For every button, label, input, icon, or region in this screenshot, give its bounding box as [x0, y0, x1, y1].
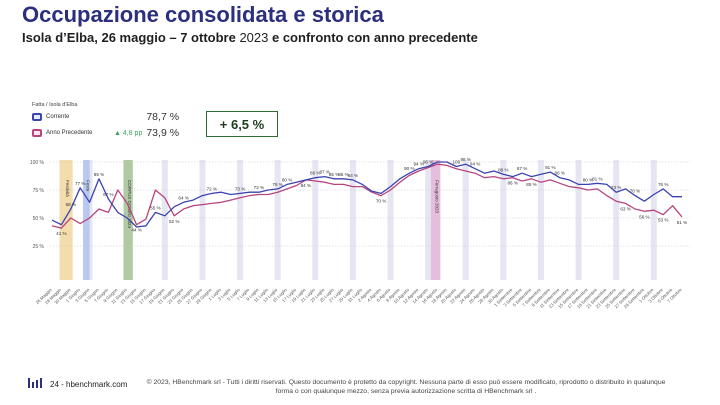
weekend-band — [274, 160, 281, 280]
data-label: 51 % — [677, 220, 687, 225]
data-label: 73 % — [254, 185, 264, 190]
legend-previous-label: Anno Precedente — [46, 130, 93, 136]
legend-current: Corrente ▲ 4,8 pp 78,7 % — [32, 110, 179, 124]
legend-previous: Anno Precedente ▲ 4,8 pp 73,9 % — [32, 126, 179, 140]
data-label: 86 % — [555, 171, 565, 176]
weekend-band — [312, 160, 319, 280]
data-label: 76 % — [272, 182, 282, 187]
data-label: 77 % — [75, 181, 85, 186]
page-subtitle: Isola d’Elba, 26 maggio – 7 ottobre 2023… — [22, 30, 478, 45]
data-label: 70 % — [376, 199, 386, 204]
data-label: 85 % — [329, 172, 339, 177]
legend-current-label: Corrente — [46, 114, 70, 120]
data-label: 100 — [452, 159, 460, 164]
y-tick-label: 75 % — [33, 188, 45, 194]
holiday-band — [59, 160, 73, 280]
page-title: Occupazione consolidata e storica — [22, 2, 384, 27]
holiday-band-label: Festività — [65, 180, 70, 197]
data-label: 96 % — [423, 159, 433, 164]
y-tick-label: 25 % — [33, 244, 45, 250]
holiday-band-label: CORPUS DOMINI 2024 — [127, 180, 132, 229]
data-label: 64 % — [178, 195, 188, 200]
weekend-band — [575, 160, 582, 280]
legend-previous-value: 73,9 % — [146, 127, 180, 139]
weekend-band — [650, 160, 657, 280]
y-tick-label: 50 % — [33, 216, 45, 222]
weekend-band — [199, 160, 206, 280]
weekend-band — [613, 160, 620, 280]
data-label: 87 % — [319, 170, 329, 175]
legend-previous-swatch — [32, 129, 42, 137]
data-label: 85 % — [526, 182, 536, 187]
legend-current-value: 78,7 % — [146, 111, 180, 123]
holiday-band — [123, 160, 133, 280]
data-label: 94 % — [470, 162, 480, 167]
data-label: 73 % — [235, 186, 245, 191]
data-label: 76 % — [658, 182, 668, 187]
weekend-band — [425, 160, 432, 280]
data-label: 44 % — [131, 228, 141, 233]
data-label: 80 % — [282, 177, 292, 182]
data-label: 86 % — [310, 171, 320, 176]
filter-label: Fatta / Isola d'Elba — [32, 102, 78, 108]
data-label: 80 % — [583, 177, 593, 182]
weekend-band — [161, 160, 168, 280]
data-label: 85 % — [94, 172, 104, 177]
data-label: 89 % — [498, 167, 508, 172]
hbenchmark-logo-icon — [28, 378, 42, 388]
data-label: 70 % — [630, 189, 640, 194]
data-label: 53 % — [658, 218, 668, 223]
holiday-band-label: Ferragosto 2023 — [435, 180, 440, 214]
holiday-band — [430, 160, 441, 280]
data-label: 73 % — [611, 185, 621, 190]
legend-current-swatch — [32, 113, 42, 121]
occupancy-line-chart: Festività Festa CORPUS DOMINI 2024 Ferragos… — [30, 157, 690, 309]
series-line-previous — [51, 163, 683, 229]
subtitle-year: 2023 — [239, 30, 269, 45]
holiday-band-label: Festa — [85, 180, 90, 192]
weekend-band — [237, 160, 244, 280]
data-label: 63 % — [620, 206, 630, 211]
subtitle-location: Isola d’Elba, 26 maggio – 7 ottobre — [22, 30, 240, 45]
weekend-band — [349, 160, 356, 280]
footer-copyright: © 2023, HBenchmark srl - Tutti i diritti… — [146, 379, 666, 395]
data-label: 56 % — [639, 214, 649, 219]
weekend-band — [462, 160, 469, 280]
weekend-band — [537, 160, 544, 280]
data-label: 84 % — [301, 183, 311, 188]
data-label: 58 % — [66, 202, 76, 207]
subtitle-comparison: e confronto con anno precedente — [268, 30, 478, 45]
data-label: 86 % — [508, 181, 518, 186]
legend-delta: ▲ 4,8 pp — [114, 129, 143, 137]
data-label: 55 % — [150, 205, 160, 210]
weekend-band — [500, 160, 507, 280]
data-label: 91 % — [545, 165, 555, 170]
data-label: 85 % — [338, 172, 348, 177]
y-tick-label: 100 % — [30, 160, 45, 166]
data-label: 87 % — [517, 166, 527, 171]
data-label: 52 % — [169, 219, 179, 224]
footer-page-number: 24 - hbenchmark.com — [50, 380, 128, 389]
difference-box: + 6,5 % — [206, 111, 278, 137]
data-label: 67 % — [103, 192, 113, 197]
data-label: 81 % — [592, 176, 602, 181]
weekend-band — [387, 160, 394, 280]
data-label: 98 % — [460, 157, 470, 162]
data-label: 94 % — [413, 162, 423, 167]
series-line-current — [51, 161, 682, 228]
data-label: 84 % — [348, 173, 358, 178]
data-label: 72 % — [207, 186, 217, 191]
data-label: 90 % — [404, 166, 414, 171]
data-label: 41 % — [56, 231, 66, 236]
